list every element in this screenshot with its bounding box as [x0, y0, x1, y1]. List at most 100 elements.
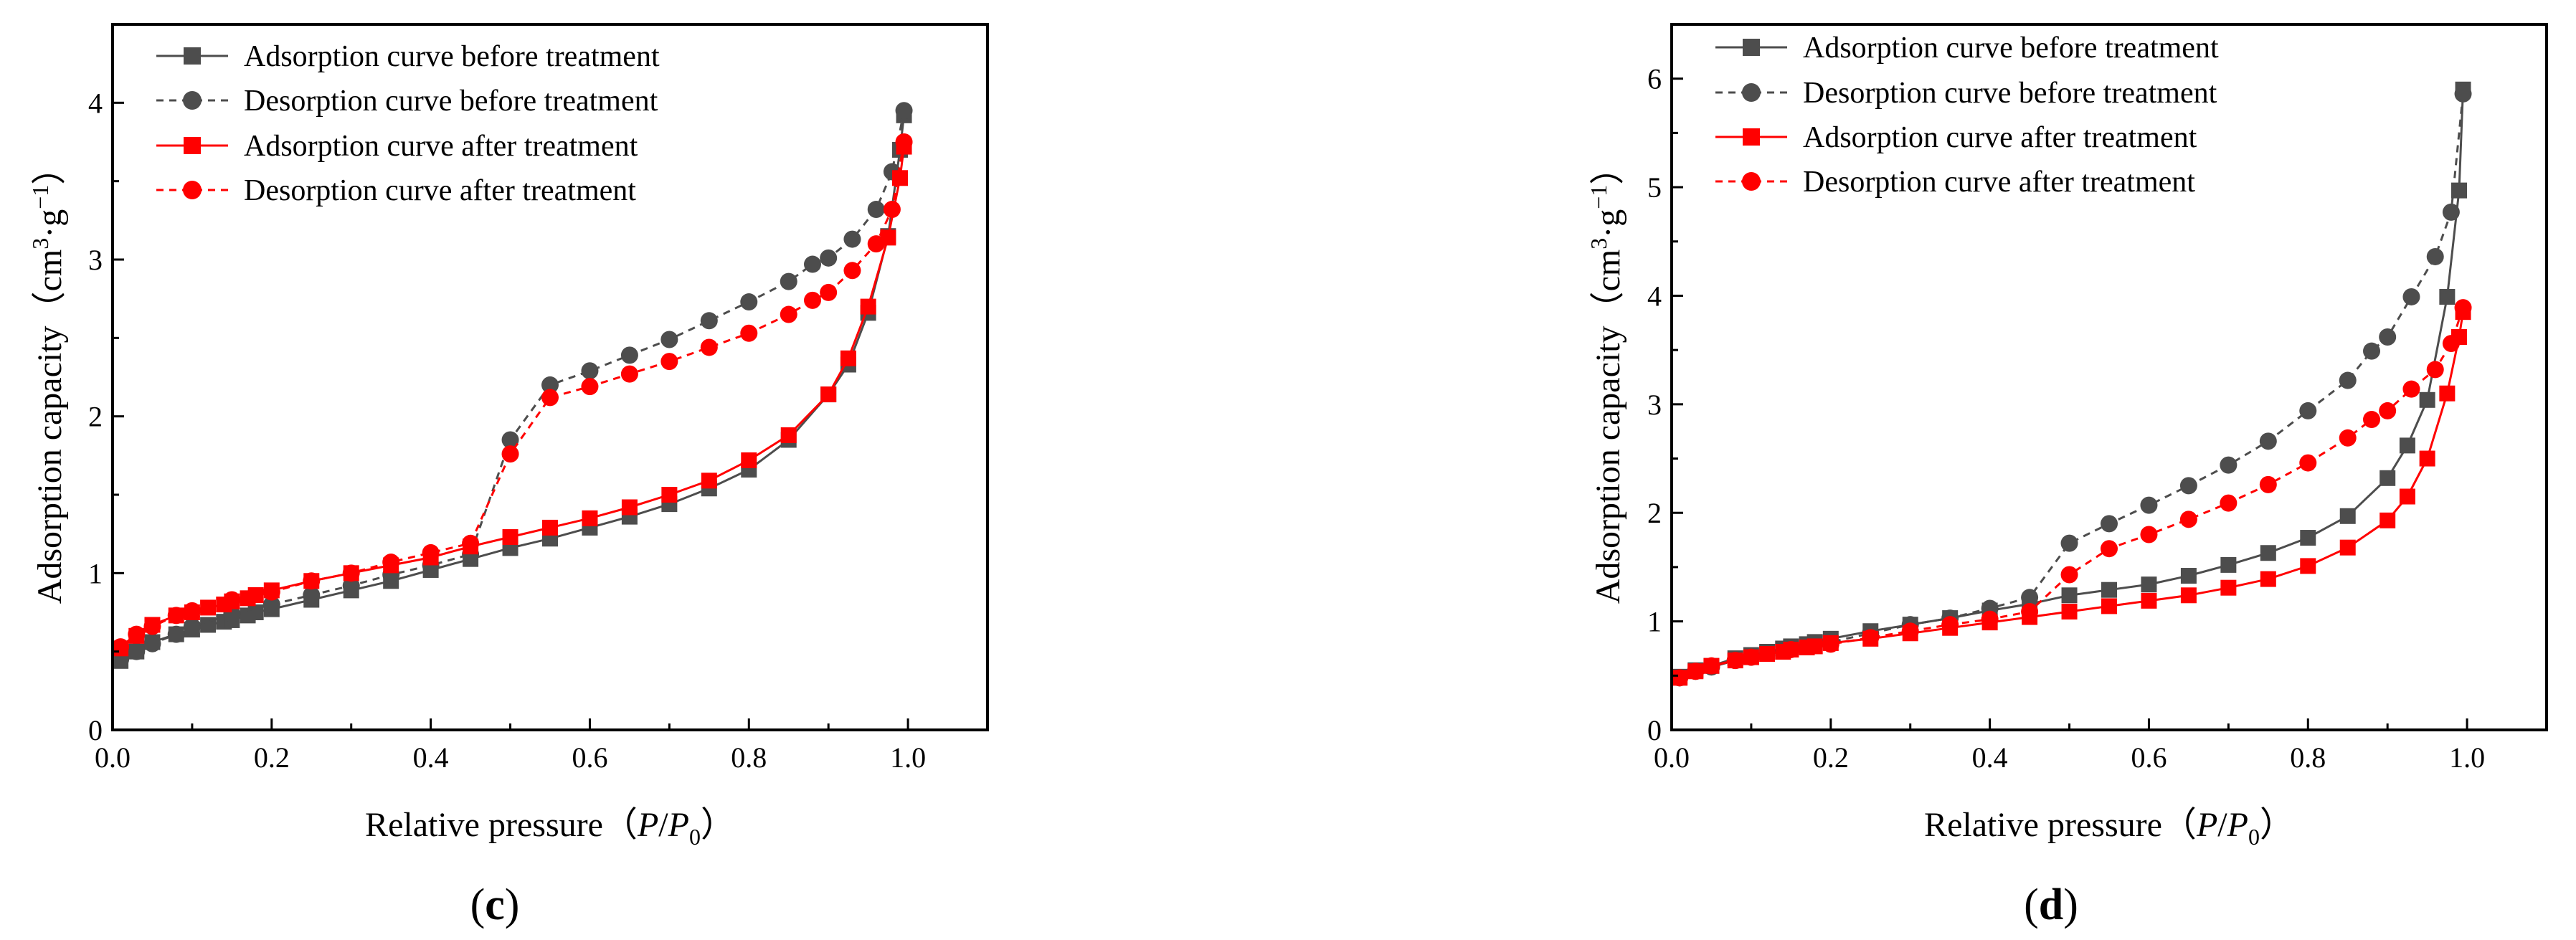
point-d-3-2 [2426, 361, 2444, 379]
point-d-3-18 [1862, 629, 1880, 647]
point-c-3-2 [867, 235, 885, 253]
point-d-0-18 [2141, 576, 2157, 593]
point-c-2-5 [200, 599, 217, 616]
point-d-2-5 [1759, 646, 1776, 663]
legend-c-label-1: Desorption curve before treatment [244, 85, 658, 118]
point-d-2-25 [2399, 488, 2415, 505]
point-c-2-25 [840, 350, 856, 366]
point-d-2-23 [2339, 539, 2356, 556]
x-tick-label-d-5: 1.0 [2449, 741, 2485, 774]
y-axis-label-c: Adsorption capacity（cm3·g−1） [27, 151, 69, 604]
plot-c-marks [112, 102, 913, 669]
x-tick-label-d-0: 0.0 [1654, 741, 1690, 774]
point-d-2-17 [2101, 598, 2117, 614]
legend-c-marker-1 [183, 91, 202, 110]
point-c-2-9 [247, 587, 264, 603]
y-tick-label-d-3: 3 [1647, 389, 1662, 421]
point-c-1-23 [143, 635, 161, 652]
point-d-0-25 [2399, 437, 2415, 454]
point-d-1-13 [2060, 534, 2078, 552]
point-d-0-23 [2339, 508, 2356, 524]
point-c-1-9 [660, 331, 678, 348]
series-c-2 [113, 138, 912, 657]
series-c-1 [112, 102, 913, 668]
y-axis-label-d: Adsorption capacity（cm3·g−1） [1586, 151, 1627, 604]
point-d-3-5 [2363, 411, 2380, 429]
legend-c-label-2: Adsorption curve after treatment [244, 130, 638, 163]
point-d-3-9 [2220, 494, 2238, 512]
point-d-2-19 [2180, 587, 2197, 604]
point-d-3-6 [2339, 429, 2357, 447]
y-tick-label-d-1: 1 [1647, 606, 1662, 638]
point-d-3-11 [2140, 526, 2158, 543]
point-d-3-21 [1742, 648, 1760, 666]
point-c-3-15 [422, 543, 440, 561]
point-c-3-6 [780, 305, 797, 323]
point-c-1-12 [541, 376, 559, 394]
y-tick-label-d-6: 6 [1647, 63, 1662, 95]
point-c-2-18 [582, 510, 598, 526]
point-c-1-3 [843, 230, 861, 248]
point-d-3-8 [2259, 475, 2277, 493]
y-tick-label-d-2: 2 [1647, 497, 1662, 529]
legend-d: Adsorption curve before treatment Desorp… [1715, 32, 2219, 199]
point-c-2-20 [661, 487, 678, 503]
point-c-3-8 [700, 338, 718, 356]
point-d-3-10 [2179, 511, 2197, 528]
legend-d-marker-1 [1742, 83, 1761, 102]
point-c-2-26 [860, 298, 876, 315]
point-d-3-17 [1901, 622, 1919, 640]
panel-label-c: (c) [470, 880, 520, 929]
point-d-3-7 [2299, 454, 2317, 472]
legend-d-marker-3 [1742, 172, 1761, 191]
point-c-3-18 [303, 572, 321, 590]
x-tick-label-c-1: 0.2 [254, 741, 290, 774]
x-tick-label-c-0: 0.0 [95, 741, 131, 774]
legend-d-marker-0 [1743, 39, 1760, 56]
point-c-3-12 [541, 389, 559, 407]
point-d-2-20 [2220, 579, 2237, 596]
y-tick-label-c-0: 0 [88, 714, 103, 746]
legend-d-label-0: Adsorption curve before treatment [1803, 32, 2219, 65]
point-d-3-1 [2442, 335, 2460, 353]
series-d-2 [1672, 304, 2471, 686]
point-d-0-16 [2061, 587, 2078, 604]
point-c-3-11 [581, 378, 599, 396]
x-tick-label-c-3: 0.6 [572, 741, 607, 774]
point-c-1-8 [700, 312, 718, 330]
point-d-1-3 [2402, 288, 2420, 305]
point-d-1-5 [2363, 342, 2380, 360]
point-c-2-22 [741, 452, 757, 468]
point-d-3-22 [1726, 652, 1744, 670]
point-d-3-24 [1687, 663, 1705, 680]
point-c-3-17 [342, 564, 360, 582]
point-c-1-11 [581, 362, 599, 380]
point-c-2-23 [780, 427, 797, 443]
x-tick-label-c-2: 0.4 [413, 741, 449, 774]
legend-c-label-0: Adsorption curve before treatment [244, 40, 660, 73]
panel-label-d: (d) [2024, 880, 2078, 929]
series-c-3 [112, 133, 913, 656]
y-tick-label-c-4: 4 [88, 87, 103, 119]
point-c-1-17 [342, 576, 360, 594]
point-c-3-1 [883, 201, 901, 219]
point-d-0-26 [2419, 391, 2435, 408]
point-c-3-9 [660, 353, 678, 371]
y-tick-label-d-4: 4 [1647, 280, 1662, 312]
y-tick-label-d-0: 0 [1647, 714, 1662, 746]
point-d-3-15 [1981, 610, 1999, 628]
plot-d-frame [1670, 23, 2548, 731]
point-c-3-7 [740, 324, 758, 342]
x-tick-label-d-4: 0.8 [2290, 741, 2326, 774]
point-c-1-2 [867, 201, 885, 219]
y-tick-label-d-5: 5 [1647, 171, 1662, 204]
legend-c-label-3: Desorption curve after treatment [244, 174, 636, 207]
point-c-1-4 [820, 249, 838, 267]
legend-c-marker-0 [184, 47, 201, 65]
point-d-2-26 [2419, 450, 2435, 467]
point-d-3-20 [1782, 640, 1800, 658]
point-d-3-3 [2402, 380, 2420, 398]
plot-d-marks [1671, 81, 2472, 687]
point-c-3-5 [804, 291, 821, 309]
point-d-3-16 [1941, 616, 1959, 634]
